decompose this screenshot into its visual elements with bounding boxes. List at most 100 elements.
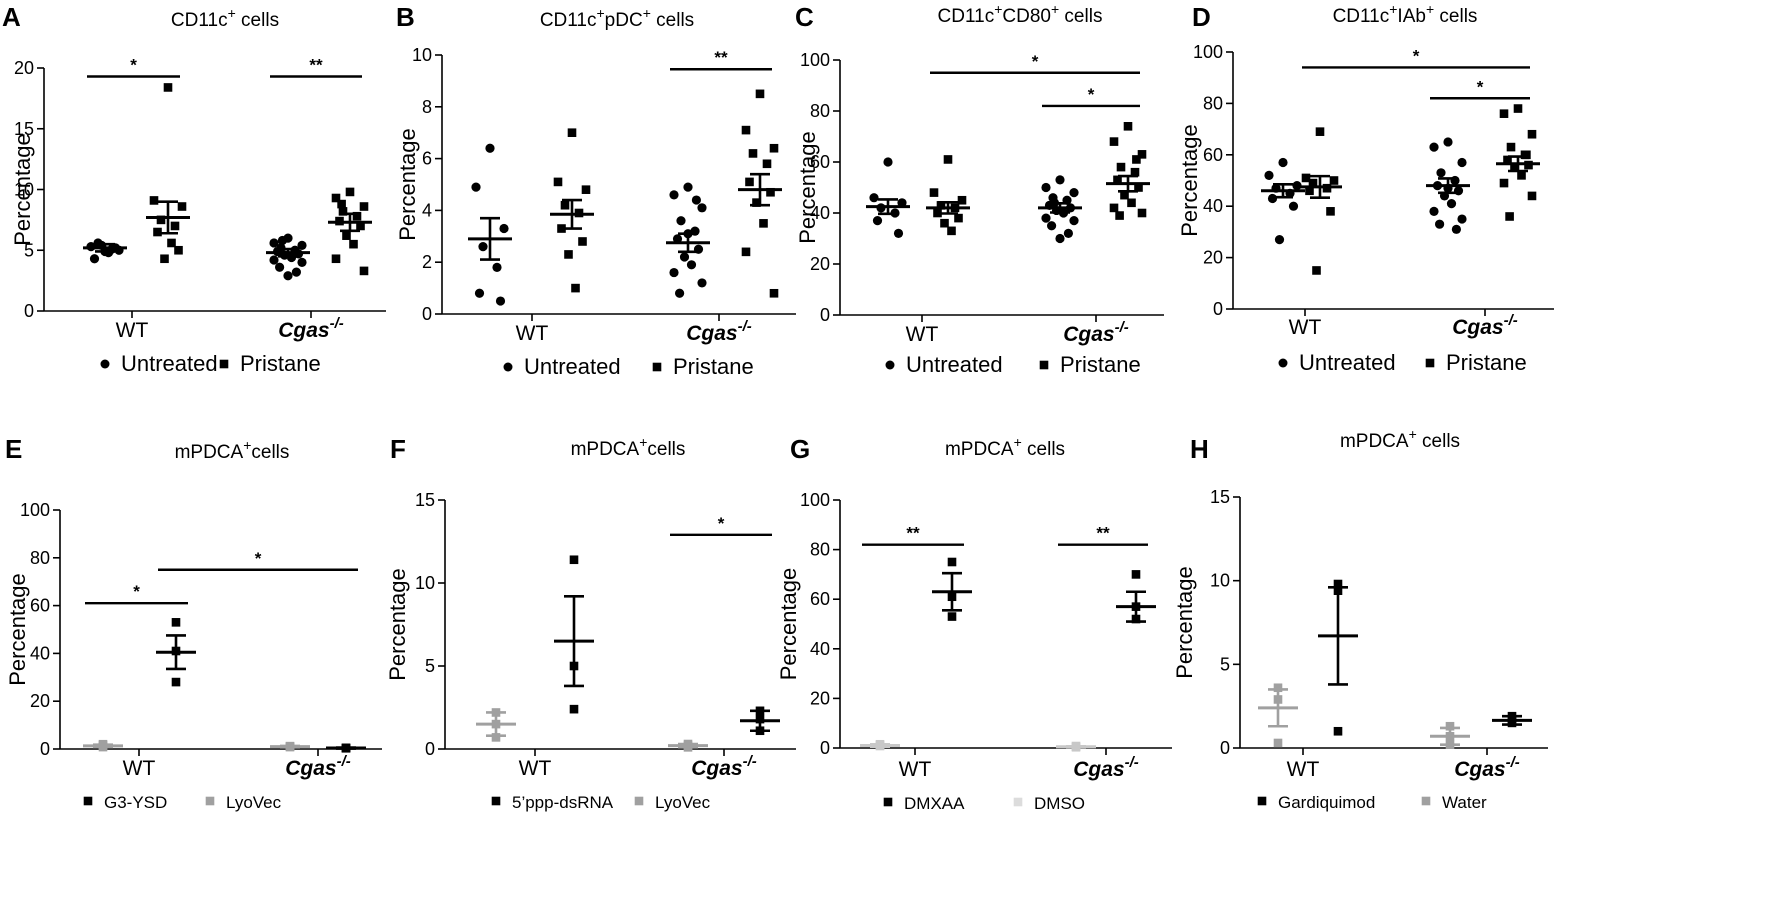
data-point — [269, 238, 279, 248]
x-category-label: Cgas-/- — [691, 753, 757, 780]
y-axis-label: Percentage — [385, 568, 410, 681]
data-point — [1116, 162, 1126, 172]
data-series — [476, 708, 516, 742]
legend-label: Untreated — [906, 352, 1003, 377]
data-point — [679, 252, 690, 262]
data-point — [1069, 188, 1079, 198]
data-series — [156, 618, 196, 687]
panel-title: mPDCA+cells — [175, 437, 290, 463]
y-tick-label: 20 — [810, 254, 830, 274]
data-point — [1513, 104, 1523, 113]
data-point — [359, 266, 369, 276]
y-tick-label: 0 — [1220, 738, 1230, 758]
data-point — [675, 288, 685, 298]
data-point — [748, 149, 758, 158]
data-point — [1047, 221, 1057, 231]
data-point — [1429, 206, 1439, 216]
y-tick-label: 40 — [810, 639, 830, 659]
x-category-label: WT — [899, 758, 932, 781]
panel-title: mPDCA+ cells — [945, 434, 1065, 460]
legend-label: G3-YSD — [104, 793, 167, 812]
data-point — [1499, 109, 1509, 118]
panel-a: A CD11c+ cells 0 5 10 15 20 Percentage WT Cgas-/-… — [2, 2, 386, 376]
legend-marker — [83, 796, 93, 806]
significance-label: ** — [309, 56, 323, 75]
data-point — [1315, 127, 1325, 136]
x-category-label: Cgas-/- — [1063, 319, 1129, 346]
data-point — [1329, 176, 1339, 185]
data-series — [83, 238, 127, 264]
panel-title: mPDCA+cells — [571, 434, 686, 460]
data-point — [755, 89, 765, 99]
data-point — [557, 224, 566, 233]
legend-label: DMXAA — [904, 794, 965, 813]
y-tick-label: 40 — [1203, 196, 1223, 216]
data-point — [156, 215, 166, 225]
legend-marker — [1421, 796, 1431, 806]
legend-marker — [1013, 797, 1023, 807]
panel-letter: E — [5, 434, 22, 464]
data-point — [1457, 157, 1467, 168]
legend-label: Pristane — [240, 351, 321, 376]
legend-marker — [883, 797, 893, 807]
data-point — [1041, 182, 1051, 193]
data-point — [1301, 173, 1311, 183]
data-series — [1106, 122, 1150, 220]
y-tick-label: 80 — [30, 548, 50, 568]
legend-label: Water — [1442, 793, 1487, 812]
panel-title: mPDCA+ cells — [1340, 426, 1460, 452]
data-point — [769, 143, 779, 153]
panel-b: B CD11c+pDC+ cells 0 2 4 6 8 10 Percentage WT Cgas… — [395, 2, 796, 379]
y-axis-label: Percentage — [10, 133, 35, 246]
data-point — [560, 200, 570, 210]
data-point — [291, 267, 301, 277]
y-tick-label: 20 — [1203, 248, 1223, 268]
x-category-label: WT — [1289, 316, 1322, 339]
x-category-label: WT — [906, 323, 939, 346]
significance-label: * — [1477, 77, 1484, 96]
y-tick-label: 5 — [24, 240, 34, 260]
data-series — [932, 557, 972, 621]
data-point — [345, 187, 355, 197]
data-point — [697, 278, 707, 288]
y-tick-label: 60 — [30, 596, 50, 616]
y-tick-label: 40 — [810, 203, 830, 223]
data-point — [759, 219, 768, 228]
y-tick-label: 15 — [1210, 487, 1230, 507]
data-point — [954, 213, 963, 223]
y-axis-label: Percentage — [795, 131, 820, 244]
data-point — [883, 157, 893, 167]
legend-marker — [503, 362, 513, 372]
panel-letter: A — [2, 2, 21, 32]
legend-label: 5’ppp-dsRNA — [512, 793, 614, 812]
data-point — [697, 203, 707, 213]
data-point — [492, 262, 502, 272]
data-series — [1492, 711, 1532, 728]
panel-letter: H — [1190, 434, 1209, 464]
legend-label: LyoVec — [226, 793, 282, 812]
data-series — [266, 233, 310, 281]
data-point — [1134, 183, 1143, 192]
data-point — [171, 618, 181, 627]
data-point — [872, 216, 883, 226]
data-point — [947, 612, 957, 621]
y-tick-label: 5 — [1220, 654, 1230, 674]
data-series — [328, 187, 372, 276]
data-point — [1499, 178, 1509, 188]
x-category-label: WT — [516, 322, 549, 345]
y-tick-label: 0 — [422, 304, 432, 324]
panel-letter: D — [1192, 2, 1211, 32]
x-category-label: WT — [1287, 758, 1320, 781]
y-axis-label: Percentage — [1177, 124, 1202, 237]
y-tick-label: 10 — [1210, 571, 1230, 591]
y-tick-label: 20 — [14, 58, 34, 78]
y-tick-label: 0 — [1213, 299, 1223, 319]
data-point — [741, 125, 751, 135]
data-point — [947, 226, 956, 236]
data-point — [745, 177, 754, 187]
data-point — [936, 201, 946, 210]
y-tick-label: 10 — [14, 180, 34, 200]
data-point — [957, 195, 967, 205]
